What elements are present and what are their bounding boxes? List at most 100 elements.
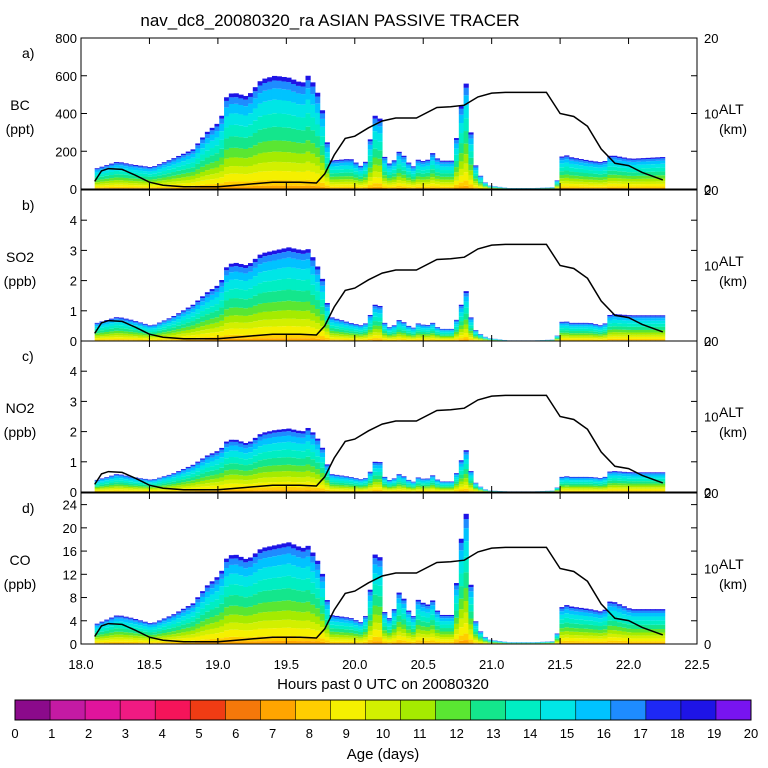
age-band: [564, 174, 570, 178]
age-band: [377, 309, 383, 314]
age-band: [334, 484, 340, 487]
age-band: [133, 321, 139, 322]
age-band: [569, 323, 575, 325]
age-band: [401, 181, 407, 184]
age-band: [420, 332, 426, 334]
age-band: [597, 485, 603, 488]
age-band: [109, 477, 115, 480]
age-band: [171, 339, 177, 341]
age-band: [348, 336, 354, 339]
age-band: [152, 183, 158, 186]
age-band: [185, 318, 191, 323]
age-band: [406, 332, 412, 335]
age-band: [449, 486, 455, 488]
age-band: [104, 635, 110, 639]
age-band: [109, 620, 115, 624]
age-band: [425, 324, 431, 326]
age-band: [262, 466, 268, 473]
age-band: [382, 160, 388, 164]
age-band: [219, 307, 225, 315]
age-band: [588, 163, 594, 167]
age-band: [616, 156, 623, 158]
age-band: [468, 471, 474, 472]
age-band: [329, 163, 335, 167]
age-band: [449, 186, 455, 189]
age-band: [655, 473, 661, 475]
age-band: [410, 335, 417, 337]
age-band: [171, 624, 177, 628]
age-band: [180, 486, 187, 489]
age-band: [339, 172, 345, 177]
age-band: [458, 153, 464, 162]
age-band: [252, 267, 258, 277]
age-band: [377, 121, 383, 127]
bar-column: [458, 304, 464, 341]
age-band: [233, 97, 239, 104]
age-band: [343, 489, 350, 491]
age-band: [592, 487, 599, 489]
age-band: [612, 487, 618, 489]
age-band: [190, 167, 196, 172]
age-band: [607, 471, 613, 473]
age-band: [137, 628, 143, 632]
age-band: [425, 181, 431, 185]
age-band: [113, 478, 120, 481]
age-band: [305, 470, 311, 477]
age-band: [410, 330, 417, 333]
age-band: [252, 305, 258, 314]
age-band: [559, 171, 565, 176]
age-band: [406, 489, 412, 491]
bar-column: [339, 475, 345, 492]
bar-column: [645, 315, 651, 341]
bar-column: [219, 280, 225, 341]
age-band: [248, 338, 254, 341]
age-band: [434, 339, 441, 341]
age-band: [602, 323, 608, 325]
age-band: [588, 161, 594, 164]
age-band: [238, 458, 244, 465]
age-band: [425, 334, 431, 336]
age-band: [281, 76, 287, 82]
age-band: [372, 164, 378, 172]
age-band: [463, 105, 469, 119]
age-band: [569, 333, 575, 336]
age-band: [401, 489, 407, 491]
age-band: [444, 491, 450, 492]
age-band: [458, 306, 464, 309]
age-band: [176, 181, 182, 184]
age-band: [468, 157, 474, 165]
age-band: [477, 177, 484, 179]
age-band: [612, 338, 618, 341]
age-band: [133, 323, 139, 326]
bar-column: [592, 324, 599, 341]
age-band: [324, 303, 330, 305]
age-band: [578, 326, 584, 329]
age-band: [248, 475, 254, 480]
age-band: [569, 339, 575, 341]
age-band: [209, 184, 215, 188]
age-band: [602, 483, 608, 486]
age-band: [434, 338, 441, 340]
age-band: [362, 481, 369, 483]
age-band: [109, 180, 115, 183]
age-band: [209, 187, 215, 189]
age-band: [406, 162, 412, 164]
bar-column: [386, 327, 393, 341]
age-band: [300, 171, 306, 181]
age-band: [439, 482, 445, 484]
age-band: [434, 327, 441, 329]
age-band: [133, 165, 139, 166]
age-band: [310, 477, 316, 483]
age-band: [319, 170, 326, 177]
age-band: [430, 480, 436, 483]
age-band: [271, 254, 278, 261]
age-band: [123, 174, 129, 178]
age-band: [468, 179, 474, 185]
age-band: [578, 489, 584, 491]
age-band: [592, 485, 599, 488]
age-band: [248, 447, 254, 453]
age-band: [276, 290, 282, 302]
age-band: [319, 490, 326, 492]
age-band: [636, 488, 642, 491]
age-band: [372, 484, 378, 488]
